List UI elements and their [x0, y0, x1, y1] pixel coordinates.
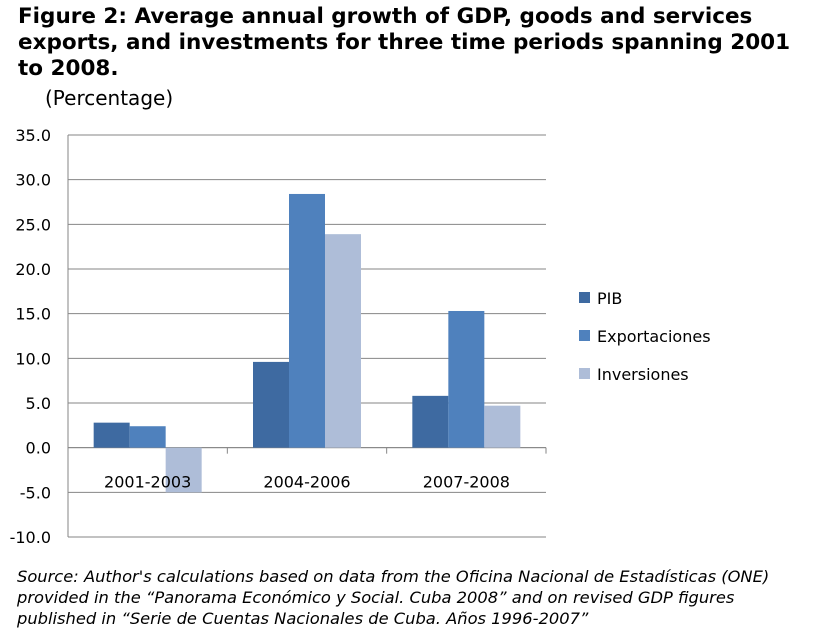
y-tick-label: 0.0 — [26, 439, 51, 458]
chart-subtitle: (Percentage) — [45, 86, 174, 110]
y-tick-label: -10.0 — [10, 528, 51, 547]
chart-title: Figure 2: Average annual growth of GDP, … — [18, 4, 791, 81]
legend-swatch-pib — [579, 292, 590, 303]
legend-swatch-inversiones — [579, 368, 590, 379]
y-tick-label: -5.0 — [20, 483, 51, 502]
bar-pib-2007-2008 — [412, 395, 449, 448]
bar-exportaciones-2004-2006 — [289, 193, 325, 448]
y-tick-label: 35.0 — [15, 126, 51, 145]
legend-label-inversiones: Inversiones — [597, 365, 689, 384]
bar-inversiones-2001-2003 — [165, 447, 202, 493]
bar-exportaciones-2007-2008 — [448, 310, 485, 448]
y-tick-label: 20.0 — [15, 260, 51, 279]
x-tick-label: 2001-2003 — [104, 473, 191, 492]
y-tick-label: 15.0 — [15, 305, 51, 324]
y-tick-label: 25.0 — [15, 215, 51, 234]
legend-label-pib: PIB — [597, 289, 622, 308]
source-note: Source: Author's calculations based on d… — [17, 567, 770, 628]
bar-inversiones-2004-2006 — [325, 234, 361, 448]
y-tick-label: 5.0 — [26, 394, 51, 413]
bar-exportaciones-2001-2003 — [129, 426, 166, 448]
y-tick-label: 30.0 — [15, 171, 51, 190]
bar-inversiones-2007-2008 — [484, 405, 521, 448]
legend-label-exportaciones: Exportaciones — [597, 327, 711, 346]
y-tick-label: 10.0 — [15, 349, 51, 368]
x-tick-label: 2007-2008 — [423, 473, 510, 492]
bar-pib-2004-2006 — [253, 361, 289, 448]
x-tick-label: 2004-2006 — [263, 473, 350, 492]
legend-swatch-exportaciones — [579, 330, 590, 341]
bar-pib-2001-2003 — [93, 422, 130, 448]
